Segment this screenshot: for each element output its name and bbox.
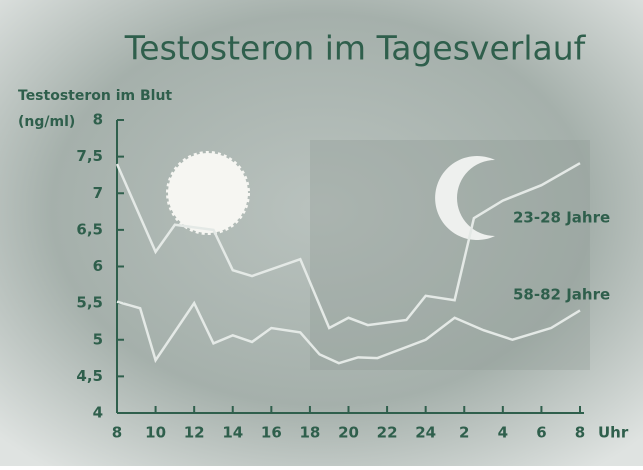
y-tick-label: 4: [93, 404, 103, 422]
x-tick-label: 8: [112, 424, 122, 442]
x-tick-label: 2: [459, 424, 469, 442]
x-tick-label: 24: [415, 424, 436, 442]
y-tick-label: 4,5: [76, 367, 103, 385]
y-tick-label: 6: [93, 257, 103, 275]
y-tick-label: 5: [93, 330, 103, 348]
y-tick-label: 6,5: [76, 220, 103, 238]
x-tick-label: 10: [145, 424, 166, 442]
x-tick-label: 4: [498, 424, 508, 442]
x-tick-label: 12: [184, 424, 205, 442]
y-axis-unit: (ng/ml): [18, 114, 75, 130]
series-label: 23-28 Jahre: [513, 209, 610, 227]
x-axis-unit: Uhr: [598, 424, 629, 442]
x-tick-label: 18: [299, 424, 320, 442]
y-tick-label: 7,5: [76, 147, 103, 165]
x-tick-label: 22: [377, 424, 398, 442]
series-label: 58-82 Jahre: [513, 286, 610, 304]
sun-icon: [168, 153, 248, 233]
x-tick-label: 20: [338, 424, 359, 442]
y-tick-label: 7: [93, 184, 103, 202]
x-tick-label: 14: [222, 424, 243, 442]
y-tick-label: 5,5: [76, 294, 103, 312]
chart: Testosteron im Tagesverlauf Testosteron …: [0, 0, 643, 466]
y-axis-title: Testosteron im Blut: [18, 88, 172, 104]
x-tick-label: 6: [536, 424, 546, 442]
chart-title: Testosteron im Tagesverlauf: [124, 29, 587, 68]
x-tick-label: 16: [261, 424, 282, 442]
x-tick-label: 8: [575, 424, 585, 442]
y-tick-label: 8: [93, 111, 103, 129]
